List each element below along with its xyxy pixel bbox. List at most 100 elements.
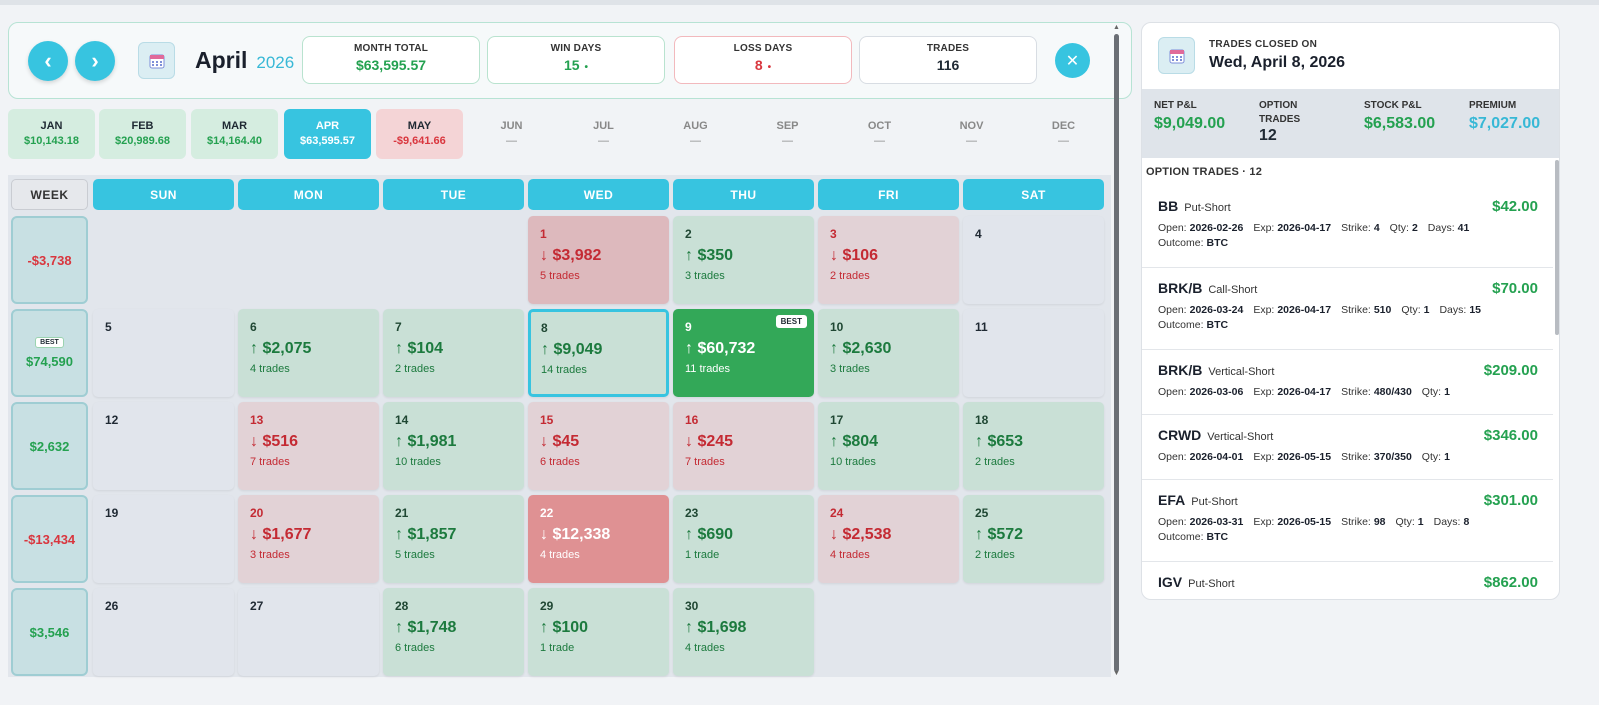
day-number: 5 [105, 320, 112, 334]
day-cell[interactable]: 15 ↓ $45 6 trades [528, 402, 669, 490]
trade-item[interactable]: BB Put-Short $42.00 Open: 2026-02-26 Exp: 2026… [1142, 186, 1553, 268]
month-tab-dec[interactable]: DEC — [1020, 109, 1107, 159]
day-cell[interactable]: 26 [93, 588, 234, 676]
calendar-scrollbar[interactable]: ▲ ▼ [1113, 24, 1121, 677]
day-cell[interactable]: 21 ↑ $1,857 5 trades [383, 495, 524, 583]
summary-label: OPTION TRADES [1259, 100, 1301, 125]
trade-qty-value: 1 [1417, 516, 1424, 528]
month-tab-may[interactable]: MAY -$9,641.66 [376, 109, 463, 159]
trade-type: Vertical-Short [1207, 431, 1274, 443]
stat-number: 116 [936, 57, 960, 73]
day-cell[interactable]: 11 [963, 309, 1104, 397]
trade-type: Vertical-Short [1208, 366, 1275, 378]
month-tab-jun[interactable]: JUN — [468, 109, 555, 159]
day-cell[interactable]: 20 ↓ $1,677 3 trades [238, 495, 379, 583]
panel-scrollbar[interactable] [1553, 158, 1559, 599]
month-selector: JAN $10,143.18 FEB $20,989.68 MAR $14,164.40 A… [8, 109, 1108, 159]
month-tab-name: MAR [221, 120, 248, 132]
day-cell[interactable]: 23 ↑ $690 1 trade [673, 495, 814, 583]
day-number: 26 [105, 599, 119, 613]
day-number: 12 [105, 413, 119, 427]
day-pnl: ↑ $690 [685, 526, 734, 543]
day-cell[interactable]: 17 ↑ $804 10 trades [818, 402, 959, 490]
month-tab-feb[interactable]: FEB $20,989.68 [99, 109, 186, 159]
week-total-value: $74,590 [26, 354, 73, 369]
stat-label: WIN DAYS [550, 43, 602, 54]
month-tab-nov[interactable]: NOV — [928, 109, 1015, 159]
trade-item[interactable]: CRWD Vertical-Short $346.00 Open: 2026-04-01… [1142, 415, 1553, 480]
day-cell[interactable]: 9 ↑ $60,732 11 trades BEST [673, 309, 814, 397]
day-pnl: ↑ $1,857 [395, 526, 457, 543]
trade-qty: Qty: 1 [1422, 386, 1450, 398]
day-cell[interactable]: 18 ↑ $653 2 trades [963, 402, 1104, 490]
day-cell[interactable]: 28 ↑ $1,748 6 trades [383, 588, 524, 676]
prev-month-button[interactable]: ‹ [28, 40, 68, 81]
month-tab-apr[interactable]: APR $63,595.57 [284, 109, 371, 159]
trade-amount: $301.00 [1483, 492, 1538, 509]
day-cell[interactable]: 13 ↓ $516 7 trades [238, 402, 379, 490]
calendar-icon[interactable] [138, 42, 175, 79]
day-cell[interactable]: 3 ↓ $106 2 trades [818, 216, 959, 304]
day-cell[interactable]: 7 ↑ $104 2 trades [383, 309, 524, 397]
day-cell[interactable]: 25 ↑ $572 2 trades [963, 495, 1104, 583]
panel-scroll-thumb[interactable] [1555, 160, 1559, 335]
day-cell[interactable]: 4 [963, 216, 1104, 304]
trade-outcome-label: Outcome: [1158, 531, 1204, 543]
scroll-up-icon[interactable]: ▲ [1113, 24, 1120, 31]
trade-title-row: BRK/B Vertical-Short [1158, 362, 1553, 380]
week-total[interactable]: BEST $74,590 [11, 309, 88, 397]
day-pnl: ↓ $1,677 [250, 526, 312, 543]
summary-value: 12 [1259, 127, 1277, 144]
day-cell[interactable]: 16 ↓ $245 7 trades [673, 402, 814, 490]
day-cell[interactable]: 19 [93, 495, 234, 583]
day-trade-count: 6 trades [395, 642, 435, 654]
option-trades-list[interactable]: OPTION TRADES · 12 BB Put-Short $42.00 Open… [1142, 158, 1553, 599]
month-tab-name: JUN [500, 120, 523, 132]
month-tab-value: — [506, 135, 517, 147]
scroll-down-icon[interactable]: ▼ [1113, 670, 1120, 677]
month-tab-jul[interactable]: JUL — [560, 109, 647, 159]
trade-item[interactable]: IGV Put-Short $862.00 [1142, 562, 1553, 599]
trade-item[interactable]: BRK/B Vertical-Short $209.00 Open: 2026-03-0… [1142, 350, 1553, 415]
day-cell[interactable]: 14 ↑ $1,981 10 trades [383, 402, 524, 490]
panel-subtitle: TRADES CLOSED ON [1209, 39, 1318, 50]
month-tab-name: APR [315, 120, 340, 132]
trade-title-row: CRWD Vertical-Short [1158, 427, 1553, 445]
next-month-button[interactable]: › [75, 40, 115, 81]
day-cell[interactable]: 6 ↑ $2,075 4 trades [238, 309, 379, 397]
scroll-thumb[interactable] [1114, 34, 1119, 672]
day-cell[interactable]: 29 ↑ $100 1 trade [528, 588, 669, 676]
trade-open: Open: 2026-03-31 [1158, 516, 1243, 528]
month-tab-oct[interactable]: OCT — [836, 109, 923, 159]
month-tab-aug[interactable]: AUG — [652, 109, 739, 159]
day-cell[interactable]: 1 ↓ $3,982 5 trades [528, 216, 669, 304]
week-total[interactable]: $3,546 [11, 588, 88, 676]
day-cell[interactable]: 30 ↑ $1,698 4 trades [673, 588, 814, 676]
trade-strike-label: Strike: [1341, 386, 1371, 398]
best-week-badge: BEST [35, 337, 64, 348]
day-cell[interactable]: 27 [238, 588, 379, 676]
day-cell[interactable]: 22 ↓ $12,338 4 trades [528, 495, 669, 583]
close-button[interactable]: ✕ [1055, 43, 1090, 78]
week-total[interactable]: -$3,738 [11, 216, 88, 304]
trade-open-value: 2026-03-06 [1189, 386, 1244, 398]
day-cell[interactable]: 8 ↑ $9,049 14 trades [528, 309, 669, 397]
day-cell[interactable]: 2 ↑ $350 3 trades [673, 216, 814, 304]
day-cell[interactable]: 12 [93, 402, 234, 490]
day-number: 20 [250, 506, 264, 520]
trade-item[interactable]: EFA Put-Short $301.00 Open: 2026-03-31 Exp: 20… [1142, 480, 1553, 562]
week-total[interactable]: $2,632 [11, 402, 88, 490]
week-total[interactable]: -$13,434 [11, 495, 88, 583]
trade-item[interactable]: BRK/B Call-Short $70.00 Open: 2026-03-24 Exp:… [1142, 268, 1553, 350]
month-tab-mar[interactable]: MAR $14,164.40 [191, 109, 278, 159]
trade-type: Call-Short [1208, 284, 1258, 296]
month-tab-value: — [874, 135, 885, 147]
trade-outcome-label: Outcome: [1158, 237, 1204, 249]
day-cell[interactable]: 24 ↓ $2,538 4 trades [818, 495, 959, 583]
day-cell[interactable]: 10 ↑ $2,630 3 trades [818, 309, 959, 397]
summary-option-trades: OPTION TRADES 12 [1259, 99, 1309, 145]
month-tab-value: $20,989.68 [114, 135, 171, 147]
month-tab-sep[interactable]: SEP — [744, 109, 831, 159]
day-cell[interactable]: 5 [93, 309, 234, 397]
month-tab-jan[interactable]: JAN $10,143.18 [8, 109, 95, 159]
